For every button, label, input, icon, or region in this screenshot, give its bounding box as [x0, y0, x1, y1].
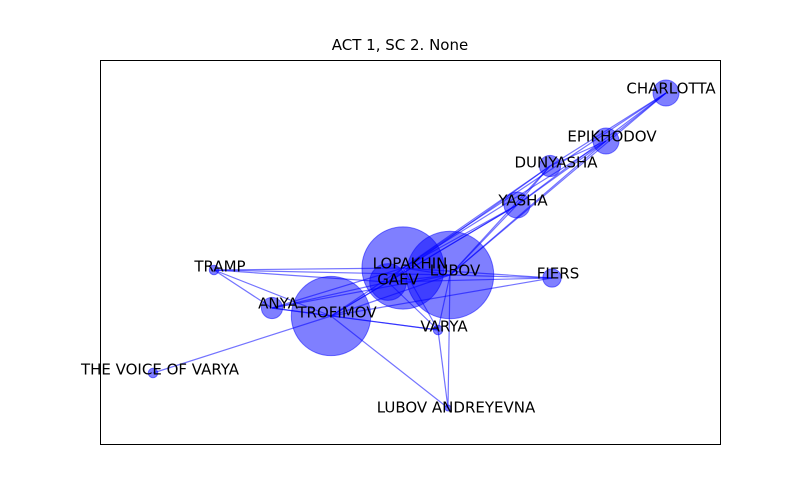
edge-varya-lubov_andreyevna: [437, 329, 449, 409]
node-label-epikhodov: EPIKHODOV: [567, 128, 657, 146]
node-epikhodov: [592, 127, 620, 155]
node-charlotta: [652, 79, 680, 107]
node-label-yasha: YASHA: [497, 192, 548, 210]
node-label-gaev: GAEV: [377, 271, 419, 289]
node-label-lopakhin: LOPAKHIN: [373, 255, 448, 273]
node-voice-of-varya: [147, 367, 159, 379]
node-fiers: [542, 268, 562, 288]
node-label-fiers: FIERS: [537, 265, 579, 283]
node-anya: [260, 296, 284, 320]
node-label-voice-of-varya: THE VOICE OF VARYA: [80, 361, 240, 379]
edge-anya-tramp: [213, 269, 273, 309]
edge-charlotta-yasha: [516, 92, 667, 206]
node-trofimov: [290, 275, 372, 357]
node-varya: [432, 324, 444, 336]
node-tramp: [208, 264, 220, 276]
node-label-lubov: LUBOV: [430, 262, 481, 280]
node-label-trofimov: TROFIMOV: [296, 304, 377, 322]
node-yasha: [503, 191, 531, 219]
node-dunyasha: [538, 154, 562, 178]
chart-title: ACT 1, SC 2. None: [331, 36, 469, 54]
node-label-charlotta: CHARLOTTA: [626, 80, 716, 98]
node-label-varya: VARYA: [420, 318, 468, 336]
edge-epikhodov-yasha: [516, 140, 607, 206]
node-label-dunyasha: DUNYASHA: [514, 154, 598, 172]
node-lubov: [405, 230, 495, 320]
edge-gaev-tramp: [213, 269, 389, 283]
plot-frame: [100, 60, 721, 445]
node-label-lubov-andreyevna: LUBOV ANDREYEVNA: [377, 399, 536, 417]
node-layer: [147, 79, 680, 412]
node-lubov-andreyevna: [444, 404, 452, 412]
node-label-anya: ANYA: [258, 295, 298, 313]
label-layer: CHARLOTTA EPIKHODOV DUNYASHA YASHA LOPAKHING…: [80, 80, 716, 417]
node-label-tramp: TRAMP: [193, 258, 245, 276]
